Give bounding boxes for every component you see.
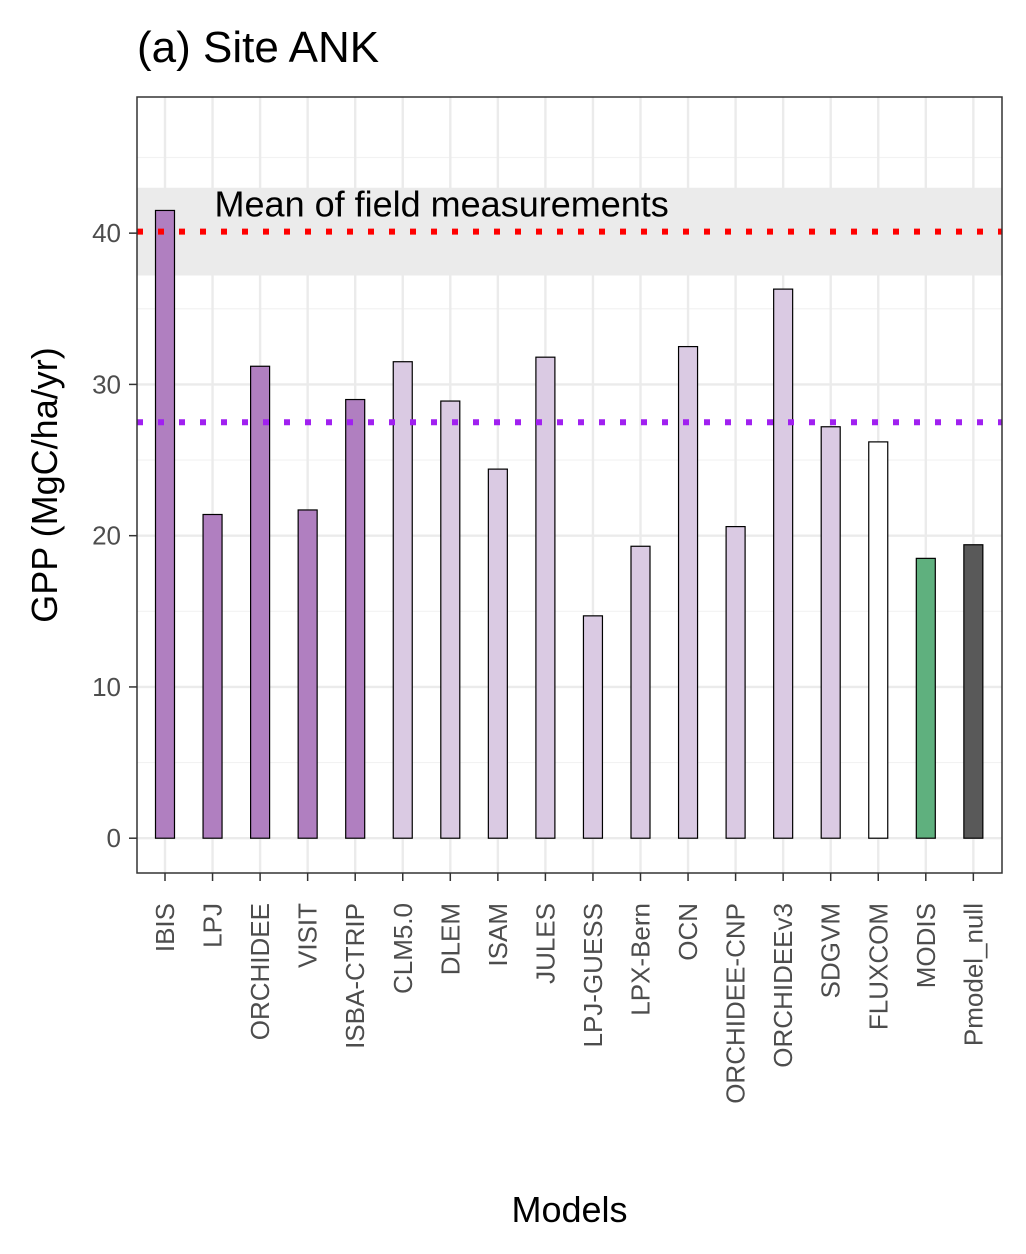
bar-ibis xyxy=(154,209,176,839)
x-tick-label: ISAM xyxy=(483,903,513,967)
bar-orchidee-cnp xyxy=(725,525,746,839)
bar-dlem xyxy=(440,400,461,839)
x-tick-label: VISIT xyxy=(293,903,323,968)
x-tick-label: ORCHIDEEv3 xyxy=(768,903,798,1068)
x-tick-label: FLUXCOM xyxy=(863,903,893,1030)
x-tick-label: OCN xyxy=(673,903,703,961)
y-tick-label: 0 xyxy=(107,823,121,853)
bar-fluxcom xyxy=(868,441,889,839)
y-tick-label: 40 xyxy=(92,218,121,248)
field-measurement-band xyxy=(137,187,1002,276)
x-axis: IBIS LPJ ORCHIDEE VISIT ISBA-CTRIP CLM5.0 DLEM… xyxy=(150,873,988,1104)
x-tick-label: DLEM xyxy=(435,903,465,975)
bar-lpj xyxy=(202,513,223,839)
bar-isba-ctrip xyxy=(345,398,366,839)
chart-title: (a) Site ANK xyxy=(137,23,379,72)
bar-orchidee xyxy=(250,365,271,839)
bar-orchideev3 xyxy=(773,288,794,839)
bar-visit xyxy=(297,509,318,839)
bar-clm5-0 xyxy=(392,361,413,839)
bar-lpx-bern xyxy=(630,545,651,839)
x-axis-title: Models xyxy=(511,1189,627,1230)
x-tick-label: Pmodel_null xyxy=(958,903,988,1046)
x-tick-label: JULES xyxy=(530,903,560,984)
x-tick-label: ORCHIDEE-CNP xyxy=(721,903,751,1104)
bar-pmodel-null xyxy=(963,544,984,839)
x-tick-label: LPJ-GUESS xyxy=(578,903,608,1048)
x-tick-label: LPJ xyxy=(198,903,228,948)
bar-isam xyxy=(487,468,508,839)
minor-gridlines xyxy=(137,156,1002,764)
bar-ocn xyxy=(677,345,699,839)
x-tick-label: IBIS xyxy=(150,903,180,952)
bar-sdgvm xyxy=(820,426,841,839)
bar-lpj-guess xyxy=(582,615,604,839)
x-tick-label: CLM5.0 xyxy=(388,903,418,994)
bar-jules xyxy=(535,356,556,839)
field-measurement-annotation: Mean of field measurements xyxy=(215,183,669,224)
y-tick-label: 20 xyxy=(92,521,121,551)
bar-modis xyxy=(915,557,936,839)
x-tick-label: ORCHIDEE xyxy=(245,903,275,1040)
x-tick-label: LPX-Bern xyxy=(626,903,656,1016)
y-axis: 0 10 20 30 40 xyxy=(92,218,137,853)
x-tick-label: ISBA-CTRIP xyxy=(340,903,370,1049)
y-tick-label: 10 xyxy=(92,672,121,702)
y-tick-label: 30 xyxy=(92,369,121,399)
y-axis-title: GPP (MgC/ha/yr) xyxy=(24,347,65,622)
x-tick-label: SDGVM xyxy=(816,903,846,998)
x-tick-label: MODIS xyxy=(911,903,941,988)
bars xyxy=(154,209,984,839)
plot-border xyxy=(136,96,1003,874)
